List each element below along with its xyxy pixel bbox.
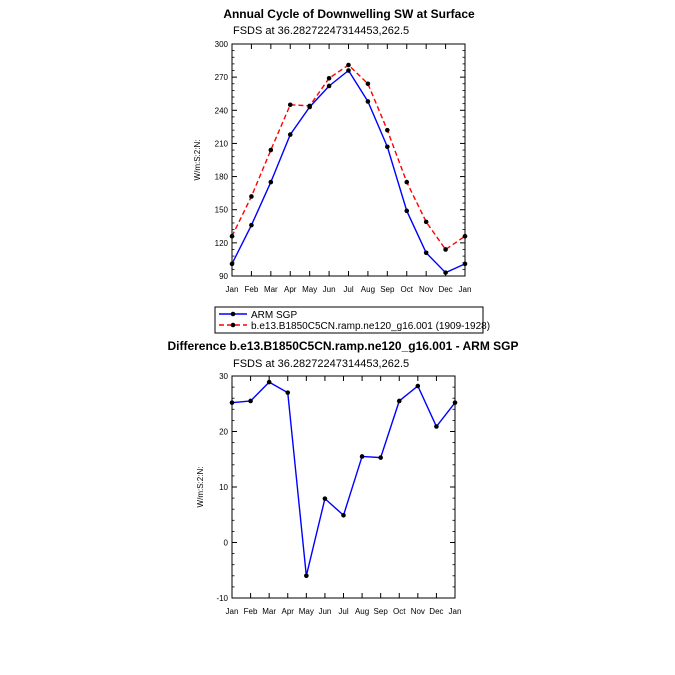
data-point-top-0 xyxy=(249,222,254,228)
annual-cycle-chart: Annual Cycle of Downwelling SW at Surfac… xyxy=(193,7,475,294)
data-point-top-0 xyxy=(268,179,274,185)
chart-subtitle-top: FSDS at 36.28272247314453,262.5 xyxy=(233,25,409,37)
data-point-bottom-0 xyxy=(285,390,291,395)
data-point-top-1 xyxy=(443,247,448,252)
data-point-bottom-0 xyxy=(396,398,402,404)
data-point-bottom-0 xyxy=(248,398,253,404)
x-tick-label-top: May xyxy=(302,285,317,294)
x-tick-label-top: Aug xyxy=(361,285,375,294)
y-tick-label-top: 240 xyxy=(215,106,229,115)
y-tick-label-top: 210 xyxy=(215,139,229,148)
data-point-top-0 xyxy=(462,261,468,267)
legend: ARM SGP b.e13.B1850C5CN.ramp.ne120_g16.0… xyxy=(214,306,490,334)
data-point-top-0 xyxy=(404,208,410,214)
data-point-top-1 xyxy=(326,75,332,81)
data-point-top-1 xyxy=(404,179,410,185)
y-axis-label-top: W/m:S:2:N: xyxy=(193,140,202,181)
data-point-top-0 xyxy=(229,261,235,267)
data-point-bottom-0 xyxy=(322,496,328,501)
data-point-top-1 xyxy=(462,233,468,239)
y-tick-label-bottom: 20 xyxy=(219,428,228,437)
data-point-top-0 xyxy=(287,132,293,137)
data-point-top-0 xyxy=(385,144,390,150)
x-tick-label-bottom: Jan xyxy=(226,607,239,616)
x-tick-label-top: Jun xyxy=(323,285,336,294)
data-point-bottom-0 xyxy=(378,455,383,460)
y-tick-label-bottom: 30 xyxy=(219,372,228,381)
y-tick-label-top: 180 xyxy=(215,173,229,182)
legend-box xyxy=(214,306,484,334)
legend-marker-arm-sgp xyxy=(230,311,236,317)
x-tick-label-bottom: Jul xyxy=(338,607,348,616)
y-tick-label-top: 300 xyxy=(215,40,229,49)
data-point-bottom-0 xyxy=(229,400,235,405)
data-point-top-1 xyxy=(365,81,371,87)
x-tick-label-top: Feb xyxy=(245,285,259,294)
x-tick-label-bottom: Jun xyxy=(318,607,331,616)
x-tick-label-top: Jul xyxy=(343,285,353,294)
y-axis-label-bottom: W/m:S:2:N: xyxy=(196,467,205,508)
y-tick-label-bottom: 0 xyxy=(224,539,229,548)
y-tick-label-bottom: 10 xyxy=(219,483,228,492)
data-point-bottom-0 xyxy=(266,379,272,385)
x-tick-label-bottom: Dec xyxy=(429,607,443,616)
data-point-top-1 xyxy=(229,233,235,239)
x-tick-label-bottom: May xyxy=(299,607,314,616)
x-tick-label-top: Sep xyxy=(380,285,395,294)
data-point-bottom-0 xyxy=(452,400,458,405)
chart-title-bottom: Difference b.e13.B1850C5CN.ramp.ne120_g1… xyxy=(167,339,518,353)
data-point-bottom-0 xyxy=(341,513,346,518)
data-point-bottom-0 xyxy=(434,424,439,429)
data-point-top-1 xyxy=(268,147,274,153)
difference-chart: Difference b.e13.B1850C5CN.ramp.ne120_g1… xyxy=(167,339,518,616)
data-point-top-0 xyxy=(346,68,351,73)
x-tick-label-bottom: Feb xyxy=(244,607,258,616)
series-line-bottom-0 xyxy=(231,381,456,576)
y-tick-label-top: 120 xyxy=(215,239,229,248)
x-tick-label-bottom: Apr xyxy=(282,607,295,616)
x-tick-label-bottom: Aug xyxy=(355,607,369,616)
x-tick-label-top: Apr xyxy=(284,285,297,294)
data-point-bottom-0 xyxy=(415,383,421,389)
data-point-top-0 xyxy=(365,99,371,104)
data-point-top-1 xyxy=(423,219,429,225)
x-tick-label-top: Jan xyxy=(459,285,472,294)
data-point-top-0 xyxy=(326,83,332,89)
x-tick-label-bottom: Oct xyxy=(393,607,406,616)
data-point-top-1 xyxy=(307,103,312,109)
chart-subtitle-bottom: FSDS at 36.28272247314453,262.5 xyxy=(233,358,409,370)
legend-marker-model xyxy=(230,322,236,328)
x-tick-label-top: Nov xyxy=(419,285,433,294)
legend-label-arm-sgp: ARM SGP xyxy=(251,310,297,321)
y-tick-label-top: 150 xyxy=(215,206,229,215)
data-point-top-0 xyxy=(443,270,448,275)
data-point-top-1 xyxy=(385,127,390,133)
legend-label-model: b.e13.B1850C5CN.ramp.ne120_g16.001 (1909… xyxy=(251,321,490,332)
data-point-top-1 xyxy=(287,102,293,108)
chart-title-top: Annual Cycle of Downwelling SW at Surfac… xyxy=(223,7,475,21)
x-tick-label-bottom: Nov xyxy=(411,607,425,616)
y-tick-label-top: 90 xyxy=(219,272,228,281)
data-point-top-1 xyxy=(346,62,351,68)
y-tick-label-bottom: -10 xyxy=(216,594,228,603)
series-line-top-0 xyxy=(231,69,466,274)
series-line-top-1 xyxy=(231,64,466,251)
data-point-bottom-0 xyxy=(304,573,309,579)
y-tick-label-top: 270 xyxy=(215,73,229,82)
x-tick-label-top: Jan xyxy=(226,285,239,294)
x-tick-label-top: Dec xyxy=(438,285,452,294)
x-tick-label-bottom: Jan xyxy=(449,607,462,616)
data-point-bottom-0 xyxy=(359,454,365,459)
x-tick-label-top: Oct xyxy=(401,285,414,294)
data-point-top-0 xyxy=(423,250,429,256)
x-tick-label-top: Mar xyxy=(264,285,278,294)
plot-frame-bottom xyxy=(231,375,456,599)
x-tick-label-bottom: Mar xyxy=(262,607,276,616)
x-tick-label-bottom: Sep xyxy=(374,607,389,616)
data-point-top-1 xyxy=(249,194,254,199)
